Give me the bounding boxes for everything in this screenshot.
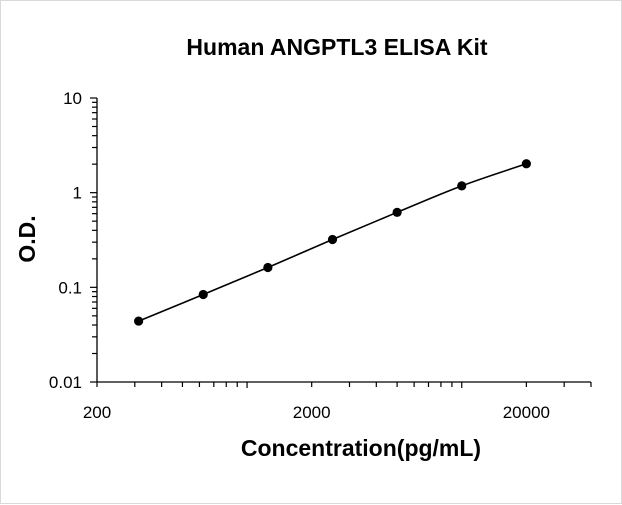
y-axis-label: O.D. [14, 215, 40, 262]
data-point [521, 159, 531, 169]
ticks [90, 97, 592, 388]
axes [96, 98, 591, 383]
x-tick-label: 2000 [293, 403, 331, 422]
data-point [198, 289, 208, 300]
y-tick-label: 1 [73, 184, 82, 203]
data-point [392, 207, 402, 217]
data-point [457, 181, 467, 191]
chart-title: Human ANGPTL3 ELISA Kit [186, 34, 487, 60]
x-axis-label: Concentration(pg/mL) [241, 435, 481, 461]
data-point [134, 316, 144, 326]
x-tick-label: 200 [83, 403, 111, 422]
data-points [134, 159, 531, 326]
y-tick-label: 0.01 [49, 373, 82, 392]
x-tick-label: 20000 [503, 403, 550, 422]
y-tick-label: 0.1 [58, 278, 82, 297]
y-tick-label: 10 [63, 89, 82, 108]
tick-labels: 200 2000 20000 10 1 0.1 0.01 [49, 89, 550, 422]
data-point [327, 234, 338, 245]
data-point [263, 262, 273, 273]
